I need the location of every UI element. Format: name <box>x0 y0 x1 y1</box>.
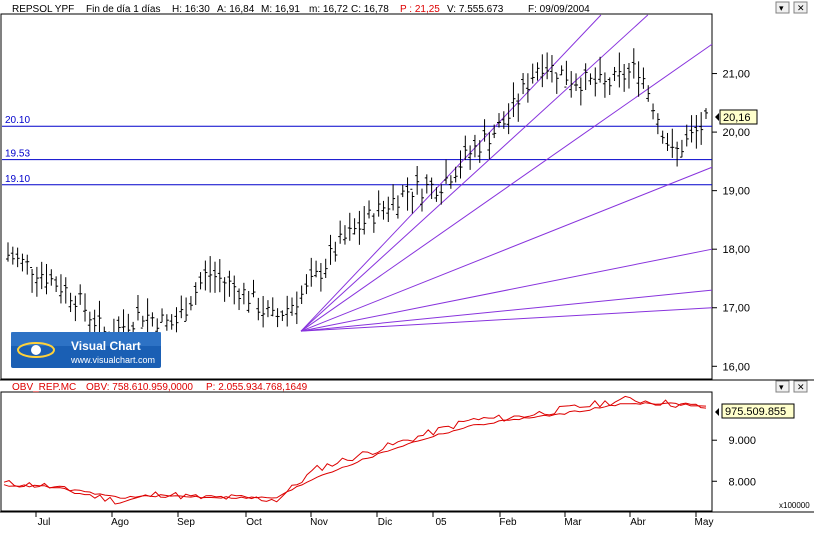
close-icon: ✕ <box>797 3 805 13</box>
y-tick-label: 20,00 <box>722 127 750 139</box>
gann-fan-line <box>300 166 713 332</box>
y-tick-label: 21,00 <box>722 69 750 81</box>
x-tick-label: Jul <box>38 517 51 528</box>
obv-line <box>3 395 707 505</box>
logo-title: Visual Chart <box>71 339 141 353</box>
header-p: P : 21,25 <box>400 4 440 15</box>
logo-url: www.visualchart.com <box>70 355 155 365</box>
gann-fan-line <box>300 43 713 332</box>
obv-y-tick-label: 9.000 <box>728 435 756 447</box>
gann-fan-line <box>300 248 713 332</box>
time-x-axis: Jul Ago Sep Oct Nov Dic 05 Feb Mar Abr May <box>35 512 714 528</box>
chevron-down-icon: ▾ <box>779 382 784 392</box>
close-icon: ✕ <box>797 382 805 392</box>
obv-lines <box>3 395 707 505</box>
obv-y-axis: 8.000 9.000 <box>712 435 756 488</box>
header-period: Fin de día 1 días <box>86 4 161 15</box>
gann-fan-line <box>300 14 649 332</box>
logo-dot-icon <box>31 345 41 355</box>
obv-menu-button[interactable] <box>775 380 790 393</box>
gann-fan <box>300 14 713 332</box>
x-tick-label: Mar <box>564 517 582 528</box>
obv-marker: 975.509.855 <box>715 403 795 419</box>
obv-plot-frame <box>0 391 713 512</box>
obv-marker-arrow-icon <box>715 408 719 416</box>
x-tick-label: Ago <box>111 517 129 528</box>
y-tick-label: 17,00 <box>722 303 750 315</box>
obv-header-name: OBV_REP.MC <box>12 382 76 393</box>
x-tick-label: Feb <box>499 517 517 528</box>
obv-average-line <box>3 402 707 499</box>
chevron-down-icon: ▾ <box>779 3 784 13</box>
price-menu-button[interactable] <box>775 1 790 14</box>
x-tick-label: Nov <box>310 517 328 528</box>
horizontal-lines: 20.10 19.53 19.10 <box>2 115 712 186</box>
obv-close-button[interactable] <box>793 380 808 393</box>
x-tick-label: Sep <box>177 517 195 528</box>
y-tick-label: 16,00 <box>722 361 750 373</box>
obv-marker-value: 975.509.855 <box>725 406 786 418</box>
obv-header-value: OBV: 758.610.959,0000 <box>86 382 193 393</box>
gann-fan-line <box>300 14 602 332</box>
price-close-button[interactable] <box>793 1 808 14</box>
logo-swoosh-icon <box>17 342 55 358</box>
header-symbol: REPSOL YPF <box>12 4 74 15</box>
price-plot-frame <box>0 13 713 380</box>
x-tick-label: May <box>695 517 714 528</box>
header-c: C: 16,78 <box>351 4 389 15</box>
price-bars <box>6 48 708 357</box>
visual-chart-logo: Visual Chart www.visualchart.com <box>11 332 161 368</box>
header-min: m: 16,72 <box>309 4 348 15</box>
obv-marker-box <box>721 403 795 419</box>
obv-panel-buttons: ▾ ✕ <box>775 380 808 393</box>
price-y-axis: 16,00 17,00 18,00 19,00 20,00 21,00 <box>712 69 750 373</box>
header-a: A: 16,84 <box>217 4 255 15</box>
obv-y-tick-label: 8.000 <box>728 476 756 488</box>
gann-fan-line <box>300 307 713 332</box>
x-tick-label: Oct <box>246 517 262 528</box>
price-marker-value: 20,16 <box>723 112 751 124</box>
x-tick-label: Dic <box>378 517 392 528</box>
header-f: F: 09/09/2004 <box>528 4 590 15</box>
price-marker-box <box>719 109 758 125</box>
price-header: REPSOL YPF Fin de día 1 días H: 16:30 A:… <box>12 4 590 15</box>
logo-highlight <box>11 332 161 346</box>
horizontal-level-label: 19.53 <box>5 149 30 160</box>
horizontal-level-label: 20.10 <box>5 115 30 126</box>
price-marker: 20,16 <box>715 109 758 125</box>
obv-scale-note: x100000 <box>779 501 810 510</box>
header-v: V: 7.555.673 <box>447 4 504 15</box>
x-tick-label: 05 <box>435 517 447 528</box>
obv-header-p: P: 2.055.934.768,1649 <box>206 382 308 393</box>
y-tick-label: 18,00 <box>722 244 750 256</box>
horizontal-level-label: 19.10 <box>5 174 30 185</box>
y-tick-label: 19,00 <box>722 186 750 198</box>
header-h: H: 16:30 <box>172 4 210 15</box>
price-marker-arrow-icon <box>715 113 719 121</box>
gann-fan-line <box>300 289 713 332</box>
obv-header: OBV_REP.MC OBV: 758.610.959,0000 P: 2.05… <box>12 382 308 393</box>
price-panel-buttons: ▾ ✕ <box>775 1 808 14</box>
header-m: M: 16,91 <box>261 4 300 15</box>
x-tick-label: Abr <box>630 517 646 528</box>
